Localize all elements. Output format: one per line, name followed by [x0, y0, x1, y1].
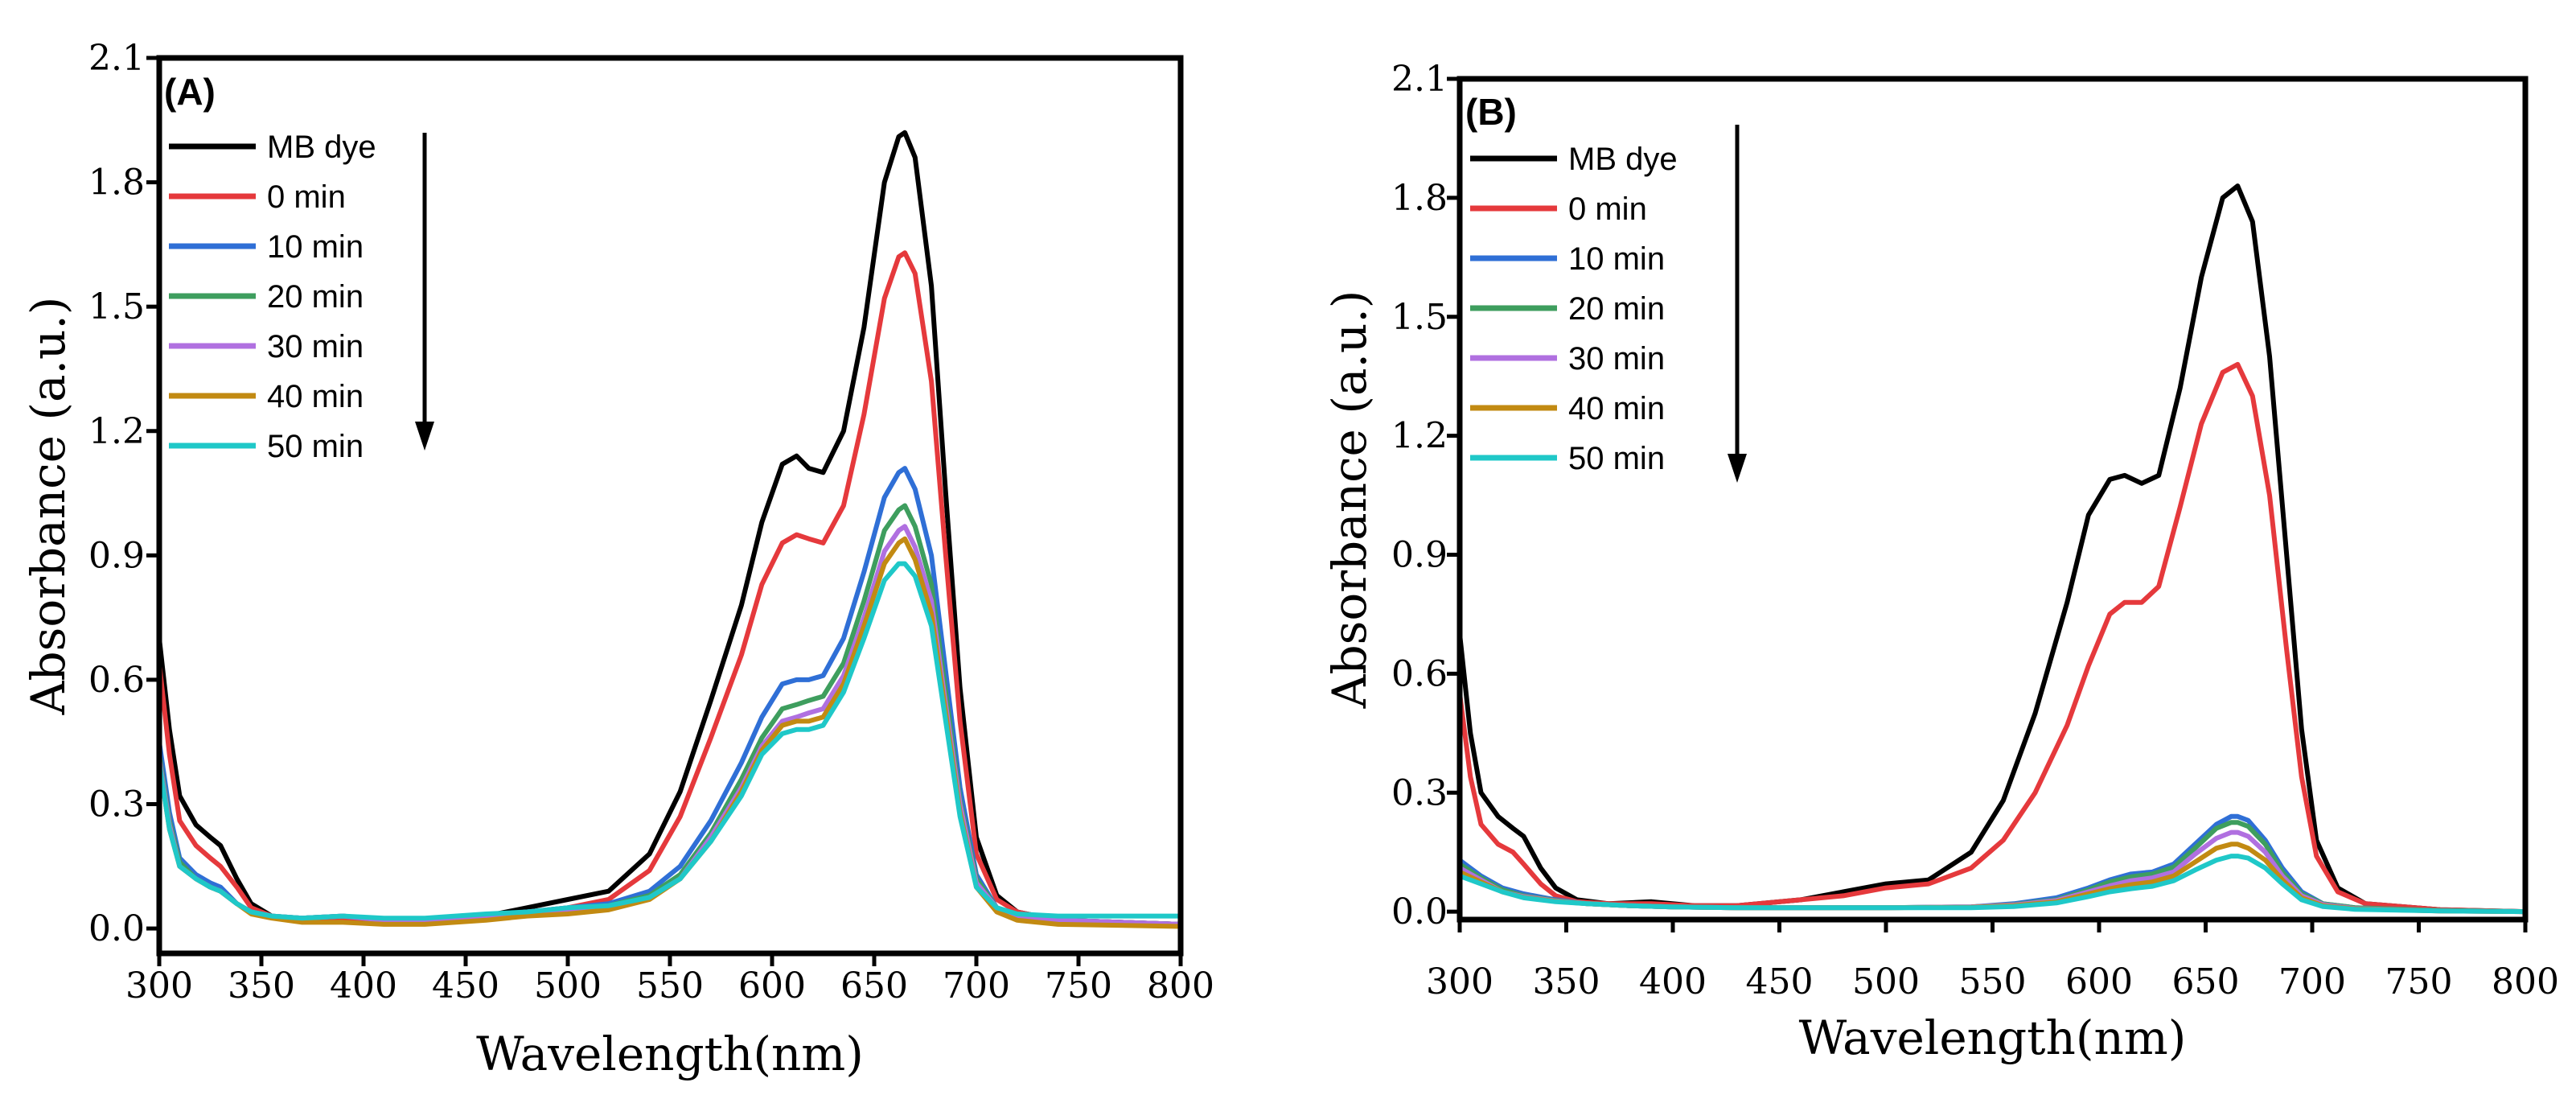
- series-line-0-min: [159, 250, 1181, 927]
- x-axis-title: Wavelength(nm): [476, 1027, 864, 1081]
- x-tick-label: 550: [1959, 961, 2027, 1002]
- y-tick-label: 0.3: [1391, 772, 1448, 813]
- x-tick-label: 700: [943, 965, 1010, 1006]
- legend-label: 50 min: [1568, 441, 1665, 476]
- legend-label: MB dye: [1568, 142, 1678, 177]
- x-tick-label: 650: [2172, 961, 2240, 1002]
- x-tick-label: 750: [1045, 965, 1112, 1006]
- panel-b: 300 350 400 450 500 550 600 650 700 750 800 0.0 0.3 0…: [1322, 59, 2559, 1065]
- series-line-40-min: [159, 536, 1181, 929]
- x-tick-label: 300: [1426, 961, 1493, 1002]
- x-tick-label: 450: [432, 965, 499, 1006]
- panel-label: (B): [1465, 91, 1517, 133]
- x-tick-label: 300: [125, 965, 193, 1006]
- series-group: [1460, 183, 2525, 915]
- legend-label: 20 min: [267, 279, 364, 315]
- legend-label: 10 min: [1568, 241, 1665, 277]
- series-line-30-min: [1460, 829, 2525, 915]
- x-tick-label: 600: [2065, 961, 2133, 1002]
- trend-arrow-head: [1728, 454, 1747, 483]
- legend-label: 0 min: [267, 179, 346, 215]
- x-tick-label: 400: [1639, 961, 1707, 1002]
- legend-label: 20 min: [1568, 291, 1665, 327]
- x-tick-label: 350: [1533, 961, 1600, 1002]
- x-tick-label: 350: [228, 965, 295, 1006]
- y-tick-label: 1.5: [1391, 297, 1448, 338]
- trend-arrow-head: [415, 422, 434, 451]
- series-line-50-min: [1460, 854, 2525, 915]
- x-tick-label: 750: [2385, 961, 2453, 1002]
- legend-label: MB dye: [267, 130, 376, 165]
- y-tick-label: 1.8: [88, 163, 145, 204]
- y-tick-label: 0.0: [1391, 891, 1448, 932]
- series-line-30-min: [159, 524, 1181, 927]
- series-line-10-min: [1460, 813, 2525, 915]
- series-line-20-min: [1460, 820, 2525, 915]
- y-tick-label: 2.1: [1391, 59, 1448, 100]
- panel-label: (A): [164, 71, 216, 113]
- y-tick-label: 0.9: [88, 535, 145, 576]
- y-tick-label: 0.9: [1391, 535, 1448, 576]
- series-group: [159, 130, 1181, 929]
- x-tick-label: 450: [1746, 961, 1814, 1002]
- legend: MB dye 0 min 10 min 20 min 30 min 40 min 50 mi…: [1470, 142, 1678, 476]
- legend-label: 0 min: [1568, 191, 1647, 227]
- legend-label: 30 min: [267, 329, 364, 364]
- x-tick-label: 500: [534, 965, 602, 1006]
- legend-label: 50 min: [267, 429, 364, 464]
- legend-label: 40 min: [267, 379, 364, 414]
- y-tick-label: 1.2: [88, 411, 145, 452]
- legend-label: 40 min: [1568, 391, 1665, 426]
- x-tick-label: 400: [330, 965, 397, 1006]
- series-line-10-min: [159, 466, 1181, 927]
- series-line-0-min: [1460, 361, 2525, 915]
- y-tick-label: 0.0: [88, 908, 145, 949]
- x-tick-label: 600: [738, 965, 806, 1006]
- series-line-20-min: [159, 503, 1181, 927]
- x-tick-label: 550: [636, 965, 704, 1006]
- y-tick-label: 1.8: [1391, 178, 1448, 219]
- series-line-50-min: [159, 561, 1181, 921]
- y-tick-label: 0.3: [88, 784, 145, 825]
- y-axis-title: Absorbance (a.u.): [1322, 290, 1377, 710]
- x-tick-label: 650: [840, 965, 908, 1006]
- legend-label: 30 min: [1568, 341, 1665, 377]
- y-tick-label: 1.2: [1391, 416, 1448, 457]
- y-tick-label: 0.6: [1391, 653, 1448, 694]
- x-tick-label: 800: [1147, 965, 1214, 1006]
- y-axis-title: Absorbance (a.u.): [21, 297, 76, 716]
- legend: MB dye 0 min 10 min 20 min 30 min 40 min 50 mi…: [169, 130, 376, 464]
- x-axis-title: Wavelength(nm): [1799, 1011, 2187, 1065]
- x-tick-label: 800: [2492, 961, 2559, 1002]
- legend-label: 10 min: [267, 229, 364, 265]
- y-tick-label: 0.6: [88, 660, 145, 701]
- x-tick-label: 500: [1852, 961, 1920, 1002]
- x-tick-label: 700: [2278, 961, 2346, 1002]
- series-line-mb-dye: [1460, 183, 2525, 915]
- y-tick-label: 2.1: [88, 38, 145, 79]
- series-line-mb-dye: [159, 130, 1181, 927]
- panel-a: 300 350 400 450 500 550 600 650 700 750 800 0.0 0.3 0…: [21, 38, 1214, 1081]
- y-tick-label: 1.5: [88, 286, 145, 327]
